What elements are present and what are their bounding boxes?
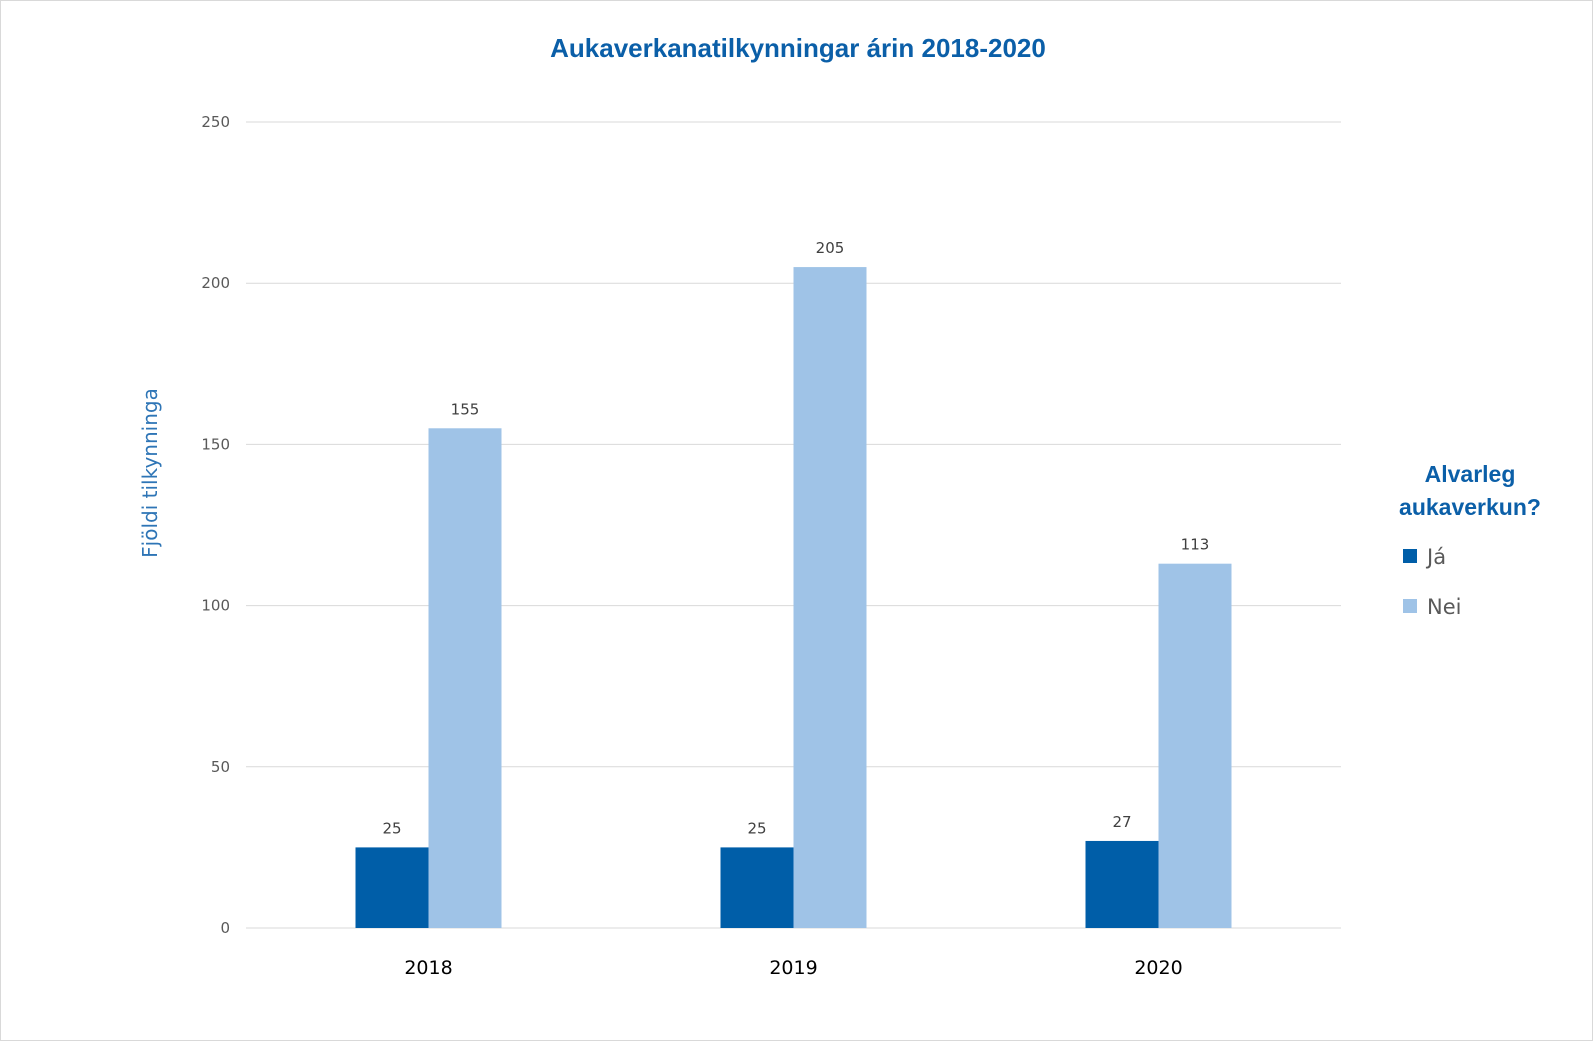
- data-label-1-2020: 113: [1181, 536, 1210, 554]
- data-label-1-2018: 155: [451, 400, 480, 418]
- legend-label-1: Nei: [1427, 595, 1461, 619]
- y-tick-label-250: 250: [201, 113, 230, 131]
- bar-j-2020: [1085, 840, 1159, 928]
- data-label-0-2018: 25: [382, 819, 401, 837]
- y-axis-label: Fjöldi tilkynninga: [138, 388, 162, 558]
- legend-title-line-1: Alvarleg: [1425, 461, 1516, 487]
- x-tick-label-2018: 2018: [404, 957, 452, 979]
- legend-label-0: Já: [1425, 545, 1446, 569]
- legend-items: Já Nei: [1403, 545, 1461, 619]
- legend-title-line-2: aukaverkun?: [1399, 494, 1541, 520]
- data-label-0-2019: 25: [747, 819, 766, 837]
- y-tick-label-0: 0: [220, 919, 230, 937]
- data-labels: 25 155 25 205 27 113: [382, 239, 1209, 837]
- bar-j-2019: [720, 847, 794, 928]
- data-label-1-2019: 205: [816, 239, 845, 257]
- x-axis-ticks: 2018 2019 2020: [404, 957, 1182, 979]
- data-label-0-2020: 27: [1112, 813, 1131, 831]
- legend-swatch-1: [1403, 599, 1417, 613]
- y-axis-ticks: 0 50 100 150 200 250: [201, 113, 230, 937]
- y-tick-label-200: 200: [201, 274, 230, 292]
- x-tick-label-2020: 2020: [1134, 957, 1182, 979]
- bar-nei-2018: [428, 428, 502, 928]
- y-tick-label-150: 150: [201, 435, 230, 453]
- y-tick-label-50: 50: [211, 758, 230, 776]
- legend: Alvarleg aukaverkun? Já Nei: [1399, 461, 1541, 619]
- y-tick-label-100: 100: [201, 597, 230, 615]
- chart-title: Aukaverkanatilkynningar árin 2018-2020: [550, 33, 1046, 63]
- bars: [355, 267, 1232, 929]
- x-tick-label-2019: 2019: [769, 957, 817, 979]
- bar-nei-2020: [1158, 563, 1232, 928]
- bar-j-2018: [355, 847, 429, 928]
- legend-swatch-0: [1403, 549, 1417, 563]
- bar-nei-2019: [793, 267, 867, 929]
